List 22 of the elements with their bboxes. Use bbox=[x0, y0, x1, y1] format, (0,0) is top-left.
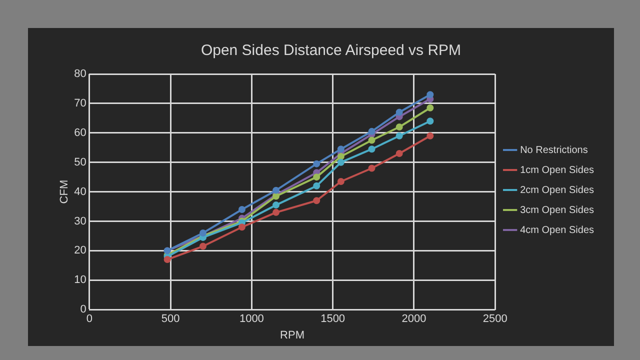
legend-label: 4cm Open Sides bbox=[520, 224, 594, 236]
y-tick-label: 0 bbox=[80, 304, 86, 316]
y-tick-label: 30 bbox=[74, 215, 86, 228]
y-tick-label: 10 bbox=[74, 274, 86, 286]
chart-title: Open Sides Distance Airspeed vs RPM bbox=[200, 42, 462, 60]
x-tick-label: 1000 bbox=[239, 313, 264, 326]
legend-label: 1cm Open Sides bbox=[520, 164, 594, 176]
legend-label: No Restrictions bbox=[520, 144, 588, 156]
legend-label: 3cm Open Sides bbox=[520, 204, 594, 216]
y-tick-label: 70 bbox=[74, 97, 86, 110]
x-tick-label: 500 bbox=[161, 313, 180, 326]
x-tick-label: 1500 bbox=[320, 313, 346, 326]
y-tick-label: 40 bbox=[74, 186, 86, 198]
y-tick-label: 60 bbox=[74, 126, 86, 139]
y-axis-title: CFM bbox=[58, 180, 71, 204]
x-tick-label: 2500 bbox=[482, 313, 508, 326]
y-tick-label: 20 bbox=[74, 244, 86, 257]
legend-label: 2cm Open Sides bbox=[520, 184, 594, 196]
x-tick-label: 2000 bbox=[402, 313, 426, 326]
x-axis-title: RPM bbox=[280, 329, 304, 342]
y-tick-label: 50 bbox=[74, 156, 86, 168]
y-tick-label: 80 bbox=[74, 68, 86, 80]
